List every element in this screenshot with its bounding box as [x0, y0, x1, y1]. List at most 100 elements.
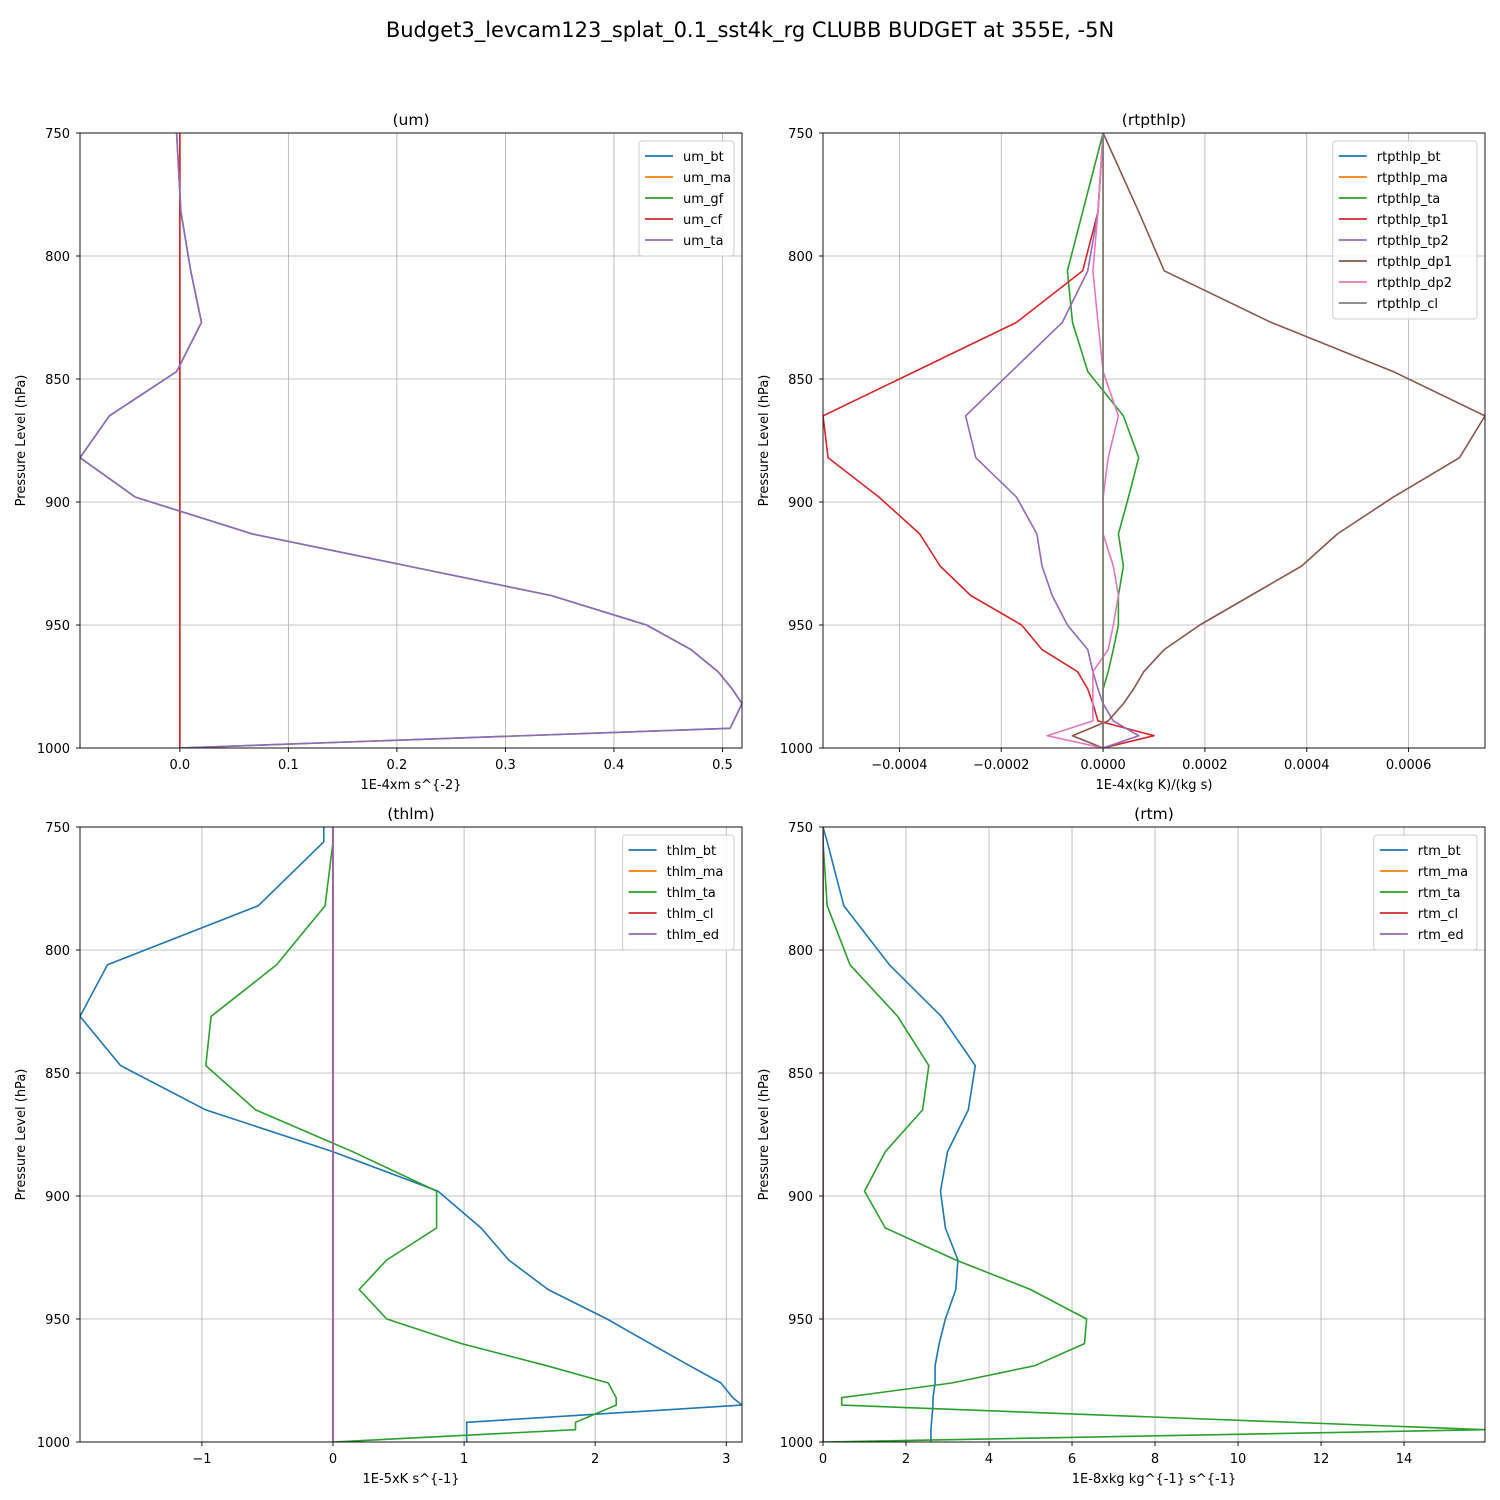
x-tick-label: 8 — [1151, 1452, 1159, 1467]
subplot-title: (rtm) — [1134, 805, 1174, 823]
x-tick-label: 0 — [819, 1452, 827, 1467]
y-tick-label: 900 — [45, 1190, 70, 1205]
legend-entry-thlm_cl: thlm_cl — [667, 907, 714, 922]
series-line-rtpthlp_dp2 — [1046, 133, 1120, 748]
series-lines — [823, 827, 1485, 1442]
y-tick-label: 950 — [788, 619, 813, 634]
series-lines — [823, 133, 1485, 748]
legend-entry-rtm_ta: rtm_ta — [1418, 886, 1461, 901]
legend-entry-rtm_cl: rtm_cl — [1418, 907, 1458, 922]
legend: um_bt um_ma um_gf um_cf um_ta — [638, 140, 735, 257]
y-tick-label: 850 — [788, 373, 813, 388]
legend-entry-um_ta: um_ta — [683, 234, 723, 249]
y-tick-label: 800 — [45, 944, 70, 959]
x-tick-label: −1 — [192, 1452, 211, 1467]
x-tick-label: 3 — [722, 1452, 730, 1467]
legend-entry-rtpthlp_dp2: rtpthlp_dp2 — [1377, 276, 1452, 291]
legend-box — [1332, 140, 1478, 320]
y-tick-label: 750 — [45, 821, 70, 836]
series-line-thlm_ta — [205, 827, 618, 1442]
legend-entry-rtm_ma: rtm_ma — [1418, 865, 1468, 880]
x-tick-label: 10 — [1230, 1452, 1247, 1467]
y-tick-label: 850 — [45, 373, 70, 388]
y-tick-label: 1000 — [780, 1436, 813, 1451]
x-tick-label: 0.0006 — [1386, 758, 1432, 773]
y-tick-label: 950 — [45, 1313, 70, 1328]
legend-entry-um_cf: um_cf — [683, 213, 723, 228]
legend-entry-rtpthlp_tp1: rtpthlp_tp1 — [1377, 213, 1449, 228]
x-tick-label: 0 — [329, 1452, 337, 1467]
y-axis-label: Pressure Level (hPa) — [14, 375, 29, 507]
subplot-rtm: 0 2 4 6 8 10 12 14 750 800 850 900 950 1000 (rtm) 1E-8x… — [757, 805, 1486, 1487]
series-line-thlm_bt — [80, 827, 742, 1442]
y-tick-label: 1000 — [780, 742, 813, 757]
y-tick-label: 800 — [788, 250, 813, 265]
x-tick-label: 4 — [985, 1452, 993, 1467]
y-tick-label: 950 — [45, 619, 70, 634]
x-tick-label: 0.0004 — [1284, 758, 1330, 773]
y-tick-label: 750 — [788, 127, 813, 142]
subplot-thlm: −1 0 1 2 3 750 800 850 900 950 1000 (thlm) 1E-5xK s^… — [14, 805, 743, 1487]
subplot-title: (rtpthlp) — [1122, 111, 1186, 129]
series-lines — [80, 133, 742, 748]
legend-entry-rtpthlp_dp1: rtpthlp_dp1 — [1377, 255, 1452, 270]
x-tick-label: 2 — [591, 1452, 599, 1467]
y-tick-label: 750 — [788, 821, 813, 836]
x-tick-label: 0.0002 — [1182, 758, 1228, 773]
legend-entry-um_ma: um_ma — [683, 171, 731, 186]
legend-entry-rtpthlp_ma: rtpthlp_ma — [1377, 171, 1448, 186]
legend-box — [622, 834, 735, 951]
legend: rtm_bt rtm_ma rtm_ta rtm_cl rtm_ed — [1373, 834, 1478, 951]
x-tick-label: 6 — [1068, 1452, 1076, 1467]
x-tick-label: −0.0004 — [871, 758, 927, 773]
y-tick-label: 800 — [788, 944, 813, 959]
y-axis-label: Pressure Level (hPa) — [14, 1069, 29, 1201]
legend-box — [1373, 834, 1478, 951]
x-axis-label: 1E-4xm s^{-2} — [360, 778, 461, 793]
legend-entry-rtpthlp_tp2: rtpthlp_tp2 — [1377, 234, 1449, 249]
x-axis-label: 1E-5xK s^{-1} — [363, 1472, 460, 1487]
y-tick-label: 850 — [45, 1067, 70, 1082]
plot-frame — [822, 132, 1486, 749]
y-tick-label: 900 — [788, 1190, 813, 1205]
x-tick-label: 0.2 — [387, 758, 408, 773]
legend-box — [638, 140, 735, 257]
x-tick-label: 1 — [460, 1452, 468, 1467]
y-axis-label: Pressure Level (hPa) — [757, 375, 772, 507]
legend-entry-thlm_bt: thlm_bt — [667, 844, 716, 859]
legend-entry-um_bt: um_bt — [683, 150, 724, 165]
x-tick-label: 12 — [1313, 1452, 1330, 1467]
plot-frame — [822, 826, 1486, 1443]
legend-entry-thlm_ma: thlm_ma — [667, 865, 724, 880]
x-tick-label: −0.0002 — [973, 758, 1029, 773]
x-tick-label: 0.0 — [169, 758, 190, 773]
y-tick-label: 1000 — [37, 1436, 70, 1451]
legend-entry-rtpthlp_cl: rtpthlp_cl — [1377, 297, 1438, 312]
x-tick-label: 0.4 — [604, 758, 625, 773]
legend-entry-thlm_ta: thlm_ta — [667, 886, 716, 901]
x-axis-label: 1E-4x(kg K)/(kg s) — [1096, 778, 1213, 793]
legend: rtpthlp_bt rtpthlp_ma rtpthlp_ta rtpthlp_tp… — [1332, 140, 1478, 320]
subplot-title: (um) — [392, 111, 429, 129]
y-tick-label: 900 — [45, 496, 70, 511]
series-line-rtpthlp_dp1 — [1071, 133, 1485, 748]
x-tick-label: 0.3 — [495, 758, 516, 773]
y-axis-label: Pressure Level (hPa) — [757, 1069, 772, 1201]
legend-entry-rtm_bt: rtm_bt — [1418, 844, 1461, 859]
x-axis-label: 1E-8xkg kg^{-1} s^{-1} — [1072, 1472, 1237, 1487]
subplot-um: 0.0 0.1 0.2 0.3 0.4 0.5 750 800 850 900 950 1000 (um… — [14, 111, 743, 793]
y-tick-label: 1000 — [37, 742, 70, 757]
x-tick-label: 0.0000 — [1080, 758, 1126, 773]
subplot-title: (thlm) — [387, 805, 434, 823]
figure-title: Budget3_levcam123_splat_0.1_sst4k_rg CLU… — [386, 18, 1114, 43]
x-tick-label: 0.1 — [278, 758, 299, 773]
x-tick-label: 0.5 — [712, 758, 733, 773]
x-tick-label: 14 — [1396, 1452, 1413, 1467]
legend-entry-rtpthlp_bt: rtpthlp_bt — [1377, 150, 1441, 165]
legend-entry-thlm_ed: thlm_ed — [667, 928, 719, 943]
series-line-rtm_bt — [823, 827, 977, 1442]
legend-entry-um_gf: um_gf — [683, 192, 724, 207]
series-lines — [80, 827, 742, 1442]
y-tick-label: 850 — [788, 1067, 813, 1082]
